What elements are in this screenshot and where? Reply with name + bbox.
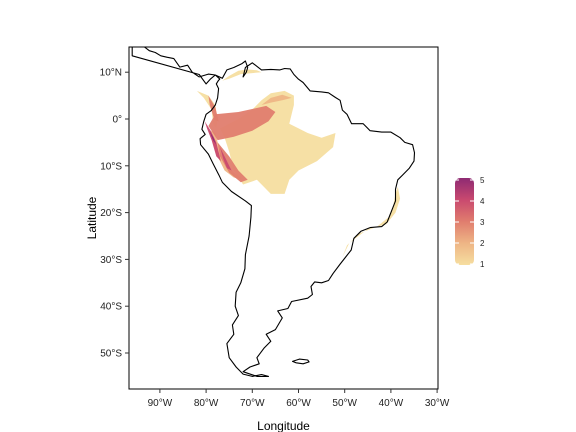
y-tick-label: 10°N — [100, 68, 122, 79]
plot-panel-border — [128, 46, 439, 390]
x-tick-label: 90°W — [148, 398, 173, 409]
y-tick-label: 30°S — [100, 255, 122, 266]
x-tick-label: 80°W — [194, 398, 219, 409]
density-region-level-4 — [204, 121, 221, 162]
colorbar-legend: 1 2 3 4 5 — [455, 176, 485, 269]
y-tick-label: 50°S — [100, 349, 122, 360]
colorbar-tick-label: 5 — [480, 176, 485, 185]
density-region-level-2 — [261, 94, 292, 105]
y-tick-label: 10°S — [100, 161, 122, 172]
colorbar-ticks: 1 2 3 4 5 — [455, 176, 485, 269]
density-region-level-3 — [217, 142, 248, 183]
y-tick-label: 40°S — [100, 302, 122, 313]
density-region-level-3 — [208, 105, 276, 141]
y-axis: 10°N 0° 10°S 20°S 30°S 40°S 50°S — [100, 68, 129, 360]
x-axis-title: Longitude — [257, 419, 310, 432]
density-region-level-3 — [208, 95, 219, 122]
map-layer — [131, 47, 416, 377]
y-tick-label: 0° — [112, 115, 122, 126]
density-region-level-4 — [220, 147, 232, 171]
x-tick-label: 30°W — [425, 398, 450, 409]
y-axis-title: Latitude — [85, 196, 99, 239]
density-regions — [196, 69, 401, 258]
x-tick-label: 60°W — [286, 398, 311, 409]
colorbar-tick-label: 1 — [480, 260, 485, 269]
density-region-level-1 — [222, 69, 262, 81]
colorbar-tick-label: 2 — [480, 239, 485, 248]
colorbar-tick-label: 4 — [480, 197, 485, 206]
density-region-level-5 — [209, 130, 217, 145]
x-axis: 90°W 80°W 70°W 60°W 50°W 40°W 30°W — [148, 389, 450, 409]
colorbar-tick-label: 3 — [480, 218, 485, 227]
coastline-outline — [131, 47, 416, 377]
x-tick-label: 40°W — [379, 398, 404, 409]
x-tick-label: 70°W — [240, 398, 265, 409]
x-tick-label: 50°W — [332, 398, 357, 409]
falkland-islands-outline — [291, 358, 310, 365]
colorbar-scale — [455, 178, 474, 265]
y-tick-label: 20°S — [100, 208, 122, 219]
